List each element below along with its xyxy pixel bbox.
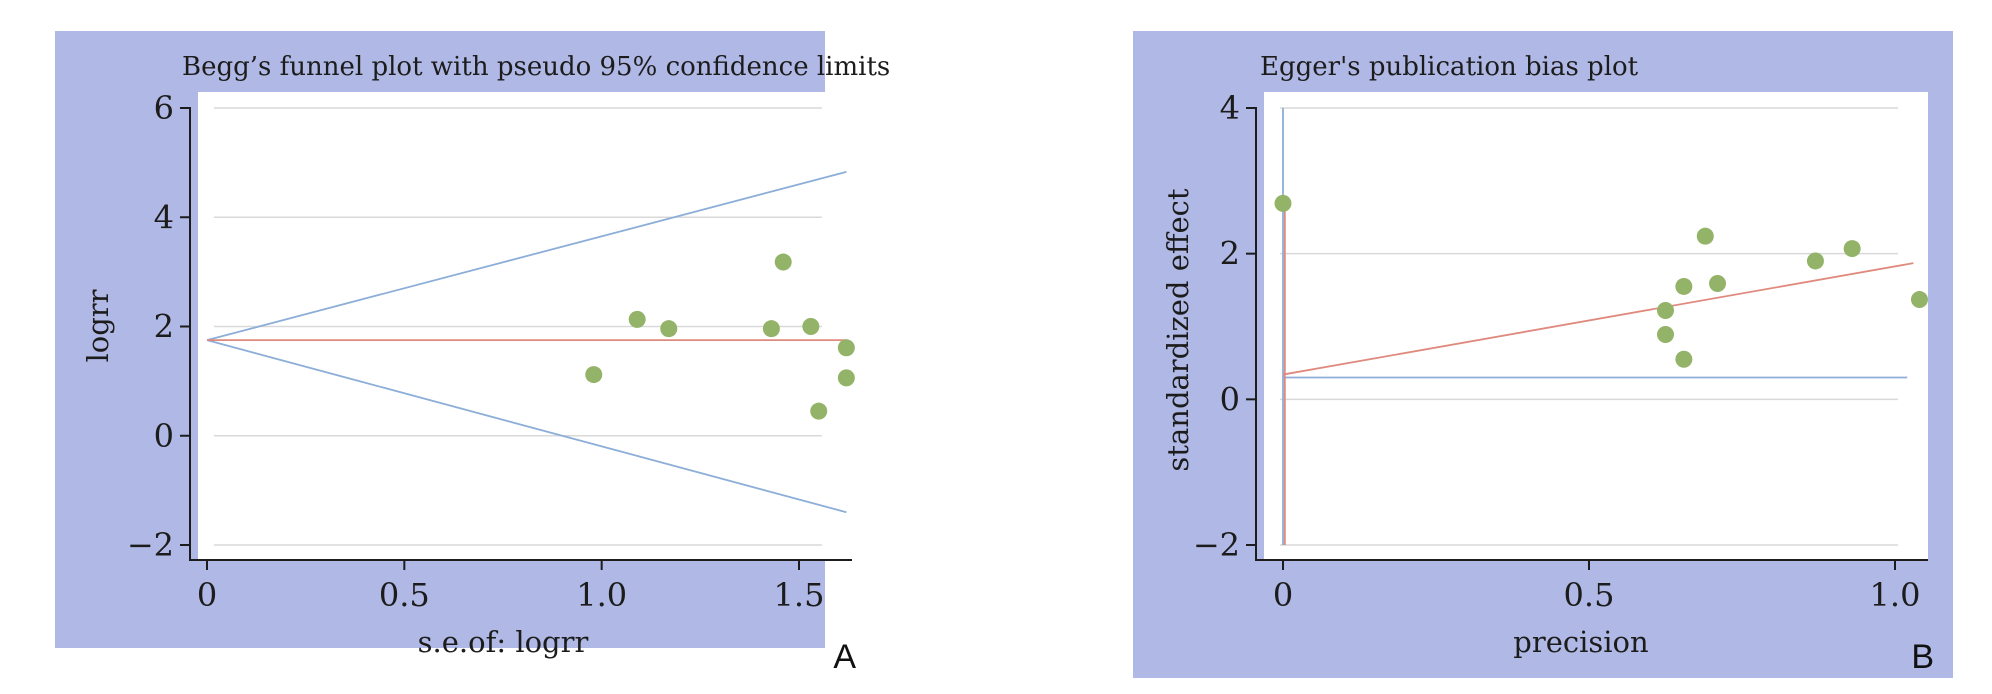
- data-point: [1274, 194, 1292, 212]
- blue-reference-line: [206, 339, 847, 514]
- red-fit-line: [1282, 262, 1914, 376]
- y-tick-label: 4: [154, 198, 174, 236]
- data-point: [1675, 277, 1693, 295]
- data-point: [1675, 350, 1693, 368]
- blue-reference-line: [206, 171, 847, 342]
- x-tick-label: 0: [1273, 576, 1293, 614]
- chart-title: Egger's publication bias plot: [1260, 52, 1639, 82]
- y-tick-label: −2: [127, 526, 174, 564]
- panel-b: 4 2 0 −2 0 0.5 1.0 Egger's publication bias plo…: [1133, 31, 1953, 678]
- y-tick-label: 4: [1220, 89, 1240, 127]
- panel-label: A: [833, 638, 856, 676]
- data-point: [1696, 227, 1714, 245]
- x-tick-label: 0.5: [379, 576, 430, 614]
- data-point: [1843, 240, 1861, 258]
- y-axis-label: logrr: [81, 289, 115, 362]
- y-tick-label: 2: [1220, 235, 1240, 273]
- x-tick-label: 0: [197, 576, 217, 614]
- x-axis-label: precision: [1513, 625, 1648, 659]
- y-axis-label: standardized effect: [1161, 188, 1195, 471]
- y-tick-label: 6: [154, 89, 174, 127]
- y-tick-label: 0: [1220, 380, 1240, 418]
- data-point: [660, 320, 678, 338]
- panel-label: B: [1911, 638, 1934, 676]
- data-point: [585, 366, 603, 384]
- data-point: [762, 320, 780, 338]
- data-point: [837, 369, 855, 387]
- data-point: [1657, 301, 1674, 319]
- data-point: [628, 310, 646, 328]
- x-tick-label: 1.0: [576, 576, 627, 614]
- plot-area: [1264, 92, 1928, 561]
- data-point: [837, 339, 855, 357]
- y-tick-label: 0: [154, 417, 174, 455]
- data-point: [1709, 275, 1727, 293]
- y-tick-label: −2: [1193, 526, 1240, 564]
- x-axis-label: s.e.of: logrr: [418, 625, 589, 659]
- data-point: [810, 402, 828, 420]
- y-tick-label: 2: [154, 308, 174, 346]
- panel-a: 6 4 2 0 −2 0 0.5 1.0 1.5 Begg’s funnel plot with …: [55, 31, 890, 676]
- data-point: [1806, 252, 1824, 270]
- data-point: [1910, 291, 1928, 309]
- data-point: [802, 318, 820, 335]
- x-tick-label: 1.0: [1870, 576, 1921, 614]
- x-tick-label: 1.5: [774, 576, 825, 614]
- x-tick-label: 0.5: [1564, 576, 1615, 614]
- data-point: [774, 253, 792, 271]
- data-point: [1657, 326, 1674, 344]
- chart-title: Begg’s funnel plot with pseudo 95% confi…: [182, 52, 890, 82]
